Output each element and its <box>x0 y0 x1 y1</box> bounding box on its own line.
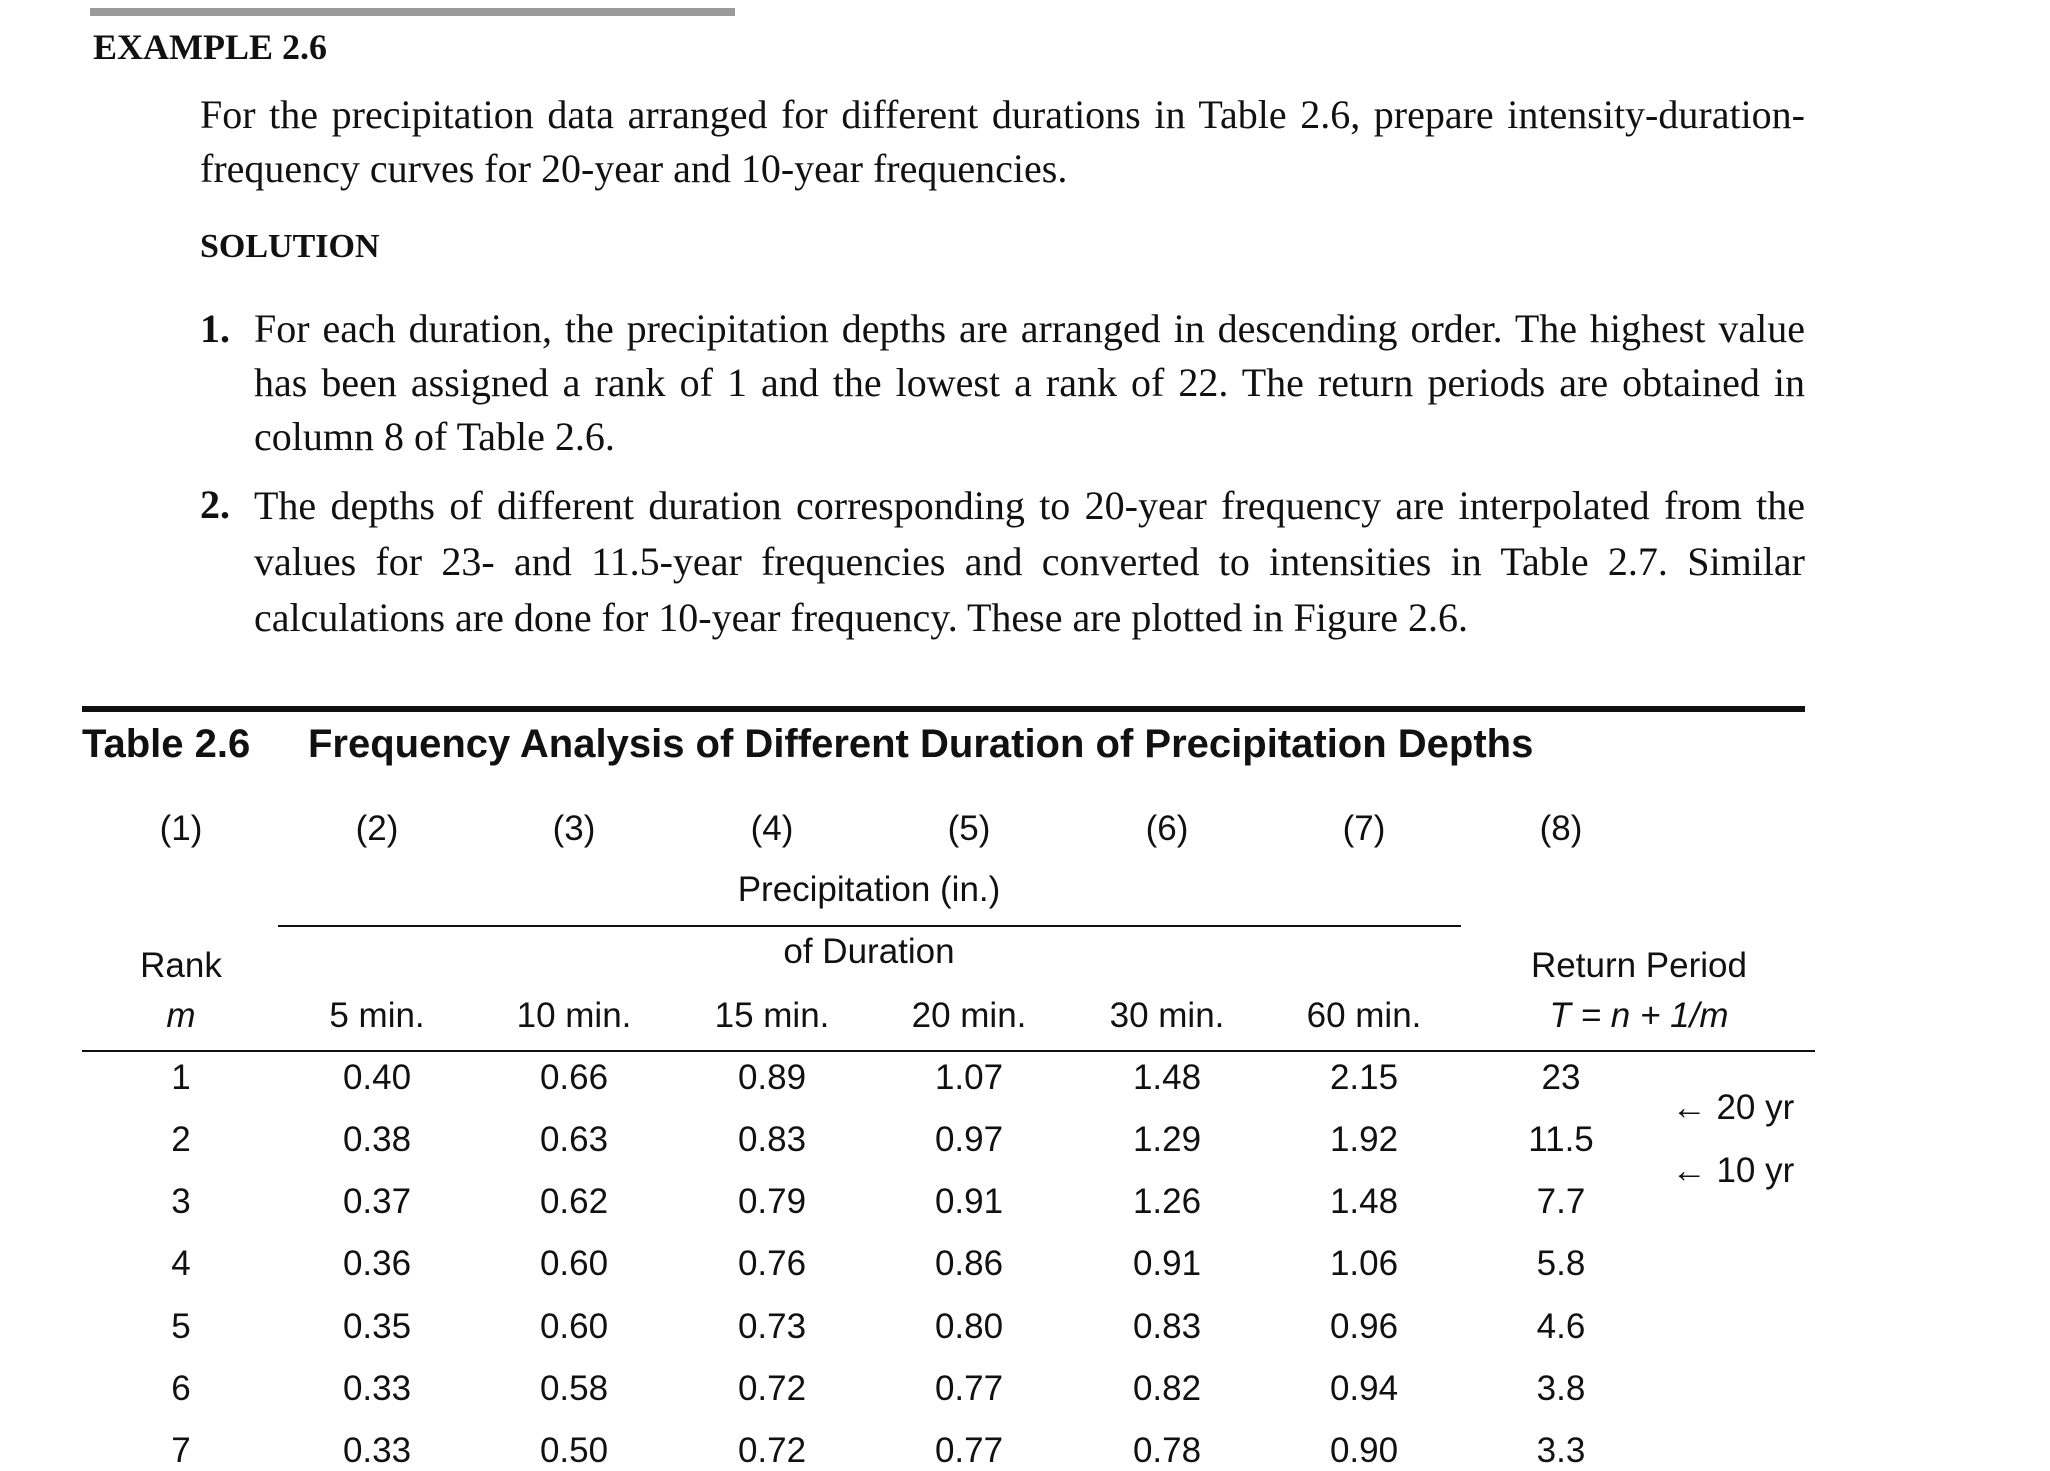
return-header: T = n + 1/m <box>1549 996 1729 1035</box>
column-number: (4) <box>750 809 794 848</box>
column-number: (7) <box>1342 809 1386 848</box>
table-cell: 0.83 <box>1132 1307 1202 1346</box>
table-cell: 0.78 <box>1132 1431 1202 1470</box>
table-cell: 0.36 <box>342 1244 412 1283</box>
column-number: (6) <box>1145 809 1189 848</box>
duration-header: 20 min. <box>911 996 1027 1035</box>
table-cell: 4 <box>171 1244 191 1283</box>
duration-header: 60 min. <box>1306 996 1422 1035</box>
table-cell: 0.80 <box>934 1307 1004 1346</box>
table-cell: 1 <box>171 1058 191 1097</box>
table-cell: 0.72 <box>737 1369 807 1408</box>
table-cell: 0.77 <box>934 1431 1004 1470</box>
table-cell: 0.63 <box>539 1120 609 1159</box>
table-cell: 0.40 <box>342 1058 412 1097</box>
table-cell: 1.92 <box>1329 1120 1399 1159</box>
table-cell: 3 <box>171 1182 191 1221</box>
table-cell: 0.50 <box>539 1431 609 1470</box>
table-cell: 0.72 <box>737 1431 807 1470</box>
example-label: EXAMPLE 2.6 <box>93 27 327 67</box>
table-cell: 0.82 <box>1132 1369 1202 1408</box>
table-cell: 0.66 <box>539 1058 609 1097</box>
table-cell: 0.76 <box>737 1244 807 1283</box>
column-number: (8) <box>1539 809 1583 848</box>
table-cell: 23 <box>1541 1058 1581 1097</box>
table-cell: 5.8 <box>1536 1244 1586 1283</box>
table-cell: 0.38 <box>342 1120 412 1159</box>
table-cell: 2.15 <box>1329 1058 1399 1097</box>
table-cell: 0.73 <box>737 1307 807 1346</box>
table-cell: 0.94 <box>1329 1369 1399 1408</box>
table-cell: 0.96 <box>1329 1307 1399 1346</box>
table-cell: 0.89 <box>737 1058 807 1097</box>
table-cell: 2 <box>171 1120 191 1159</box>
table-cell: 1.06 <box>1329 1244 1399 1283</box>
duration-header: 5 min. <box>329 996 425 1035</box>
table-cell: 3.8 <box>1536 1369 1586 1408</box>
column-number: (2) <box>355 809 399 848</box>
table-cell: 0.33 <box>342 1369 412 1408</box>
table-cell: 0.60 <box>539 1307 609 1346</box>
step-number: 1. <box>200 306 230 351</box>
duration-header: 30 min. <box>1109 996 1225 1035</box>
table-cell: 11.5 <box>1528 1120 1594 1159</box>
table-cell: 0.77 <box>934 1369 1004 1408</box>
column-number: (5) <box>947 809 991 848</box>
group-header: of Duration <box>783 932 955 971</box>
annotation: ← 20 yr <box>1671 1088 1795 1127</box>
table-cell: 0.90 <box>1329 1431 1399 1470</box>
problem-text: For the precipitation data arranged for … <box>200 92 1805 191</box>
rank-header: Rank <box>140 946 222 985</box>
group-rule <box>278 925 1461 927</box>
column-number: (1) <box>159 809 203 848</box>
table-cell: 3.3 <box>1536 1431 1586 1470</box>
table-cell: 0.86 <box>934 1244 1004 1283</box>
step-text: The depths of different duration corresp… <box>254 483 1805 640</box>
table-cell: 0.79 <box>737 1182 807 1221</box>
table-cell: 5 <box>171 1307 191 1346</box>
table-cell: 0.83 <box>737 1120 807 1159</box>
table-top-rule <box>82 706 1805 712</box>
header-rule <box>82 1050 1815 1052</box>
rank-header: m <box>166 996 196 1035</box>
table-cell: 1.26 <box>1132 1182 1202 1221</box>
step-number: 2. <box>200 482 230 527</box>
table-cell: 0.62 <box>539 1182 609 1221</box>
table-cell: 0.60 <box>539 1244 609 1283</box>
group-header: Precipitation (in.) <box>737 870 1001 909</box>
annotation: ← 10 yr <box>1671 1151 1795 1190</box>
table-label: Table 2.6 <box>82 722 251 766</box>
table-title: Frequency Analysis of Different Duration… <box>308 722 1534 766</box>
table-cell: 6 <box>171 1369 191 1408</box>
table-cell: 1.48 <box>1132 1058 1202 1097</box>
table-cell: 7 <box>171 1431 191 1470</box>
table-cell: 0.58 <box>539 1369 609 1408</box>
duration-header: 10 min. <box>516 996 632 1035</box>
top-bar <box>90 8 735 16</box>
return-header: Return Period <box>1531 946 1747 985</box>
table-cell: 0.35 <box>342 1307 412 1346</box>
table-cell: 0.33 <box>342 1431 412 1470</box>
column-number: (3) <box>552 809 596 848</box>
table-cell: 0.37 <box>342 1182 412 1221</box>
step-text: For each duration, the precipitation dep… <box>254 306 1805 459</box>
table-cell: 4.6 <box>1536 1307 1586 1346</box>
table-cell: 7.7 <box>1536 1182 1586 1221</box>
table-cell: 0.91 <box>934 1182 1004 1221</box>
duration-header: 15 min. <box>714 996 830 1035</box>
table-cell: 0.97 <box>934 1120 1004 1159</box>
table-cell: 1.29 <box>1132 1120 1202 1159</box>
table-cell: 1.48 <box>1329 1182 1399 1221</box>
solution-heading: SOLUTION <box>200 228 380 265</box>
table-cell: 1.07 <box>934 1058 1004 1097</box>
table-cell: 0.91 <box>1132 1244 1202 1283</box>
